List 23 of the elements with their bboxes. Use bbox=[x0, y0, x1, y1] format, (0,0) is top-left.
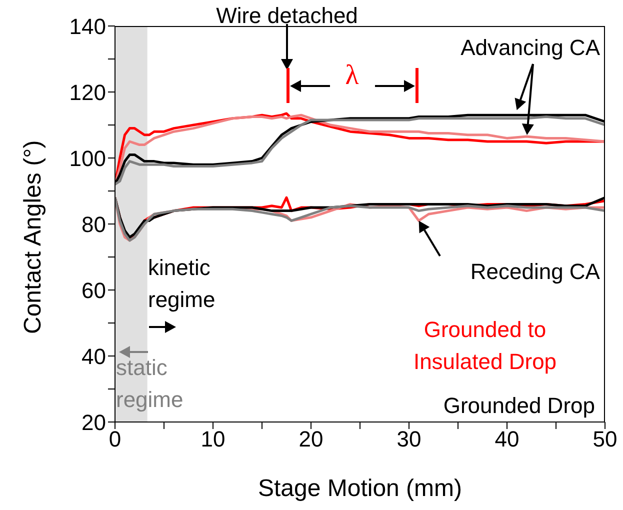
y-tick-label: 20 bbox=[82, 410, 106, 435]
annotation: static regime bbox=[116, 354, 184, 414]
x-axis-title: Stage Motion (mm) bbox=[258, 475, 462, 502]
annotation: Wire detached bbox=[215, 2, 359, 30]
y-tick-label: 100 bbox=[69, 146, 106, 171]
y-tick-label: 60 bbox=[82, 278, 106, 303]
y-tick-label: 40 bbox=[82, 344, 106, 369]
annotation: Grounded Drop bbox=[442, 392, 595, 420]
annotation: Grounded to Insulated Drop bbox=[412, 316, 558, 376]
x-tick-label: 40 bbox=[494, 426, 520, 452]
x-tick-label: 20 bbox=[298, 426, 324, 452]
x-tick-label: 30 bbox=[396, 426, 422, 452]
y-tick-label: 140 bbox=[69, 14, 106, 39]
x-tick-label: 50 bbox=[592, 426, 618, 452]
annotation: kinetic regime bbox=[148, 254, 216, 314]
x-tick-label: 0 bbox=[108, 426, 122, 452]
annotation: λ bbox=[344, 59, 360, 93]
x-tick-label: 10 bbox=[200, 426, 226, 452]
y-tick-label: 120 bbox=[69, 80, 106, 105]
annotation: Advancing CA bbox=[460, 34, 600, 62]
y-tick-label: 80 bbox=[82, 212, 106, 237]
y-axis-title: Contact Angles (°) bbox=[20, 140, 47, 334]
annotation: Receding CA bbox=[469, 258, 600, 286]
